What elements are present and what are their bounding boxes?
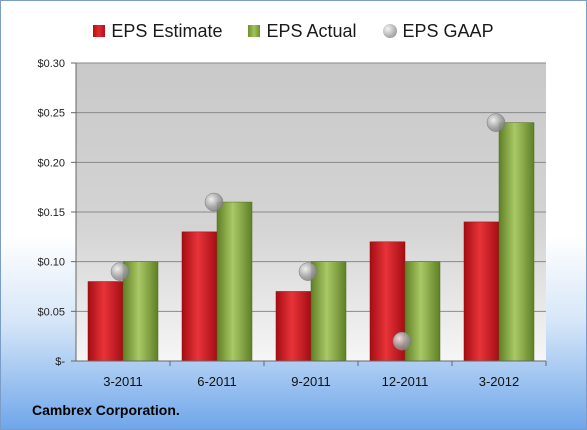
marker-eps-gaap [110,262,130,281]
y-tick-label: $0.30 [37,58,65,70]
y-axis: $- $0.05 $0.10 $0.15 $0.20 $0.25 $0.30 [37,58,546,368]
legend-swatch-eps-estimate [93,25,106,37]
x-tick-label: 12-2011 [382,374,429,389]
x-tick-label: 9-2011 [291,374,331,389]
legend-item-eps-estimate: EPS Estimate [93,21,222,42]
bar-eps-estimate [181,231,218,362]
marker-eps-gaap [486,113,506,132]
x-tick-label: 3-2012 [479,374,519,389]
legend: EPS Estimate EPS Actual EPS GAAP [1,19,586,43]
bars [87,122,535,362]
bar-eps-actual [498,122,535,362]
marker-eps-gaap [298,262,318,281]
company-name: Cambrex Corporation. [32,402,180,418]
bar-eps-actual [404,261,441,362]
x-axis: 3-2011 6-2011 9-2011 12-2011 3-2012 [103,361,547,389]
legend-swatch-eps-actual [248,25,261,37]
legend-item-eps-actual: EPS Actual [248,20,357,42]
y-tick-label: $- [55,356,65,368]
bar-eps-actual [310,261,347,362]
gaap-markers [110,113,506,351]
bar-eps-actual [122,261,159,362]
bar-eps-estimate [463,221,500,362]
bar-eps-estimate [275,291,312,362]
y-tick-label: $0.25 [37,108,65,120]
marker-eps-gaap [204,192,224,212]
marker-eps-gaap [392,331,412,351]
legend-label-eps-gaap: EPS GAAP [402,20,494,41]
legend-item-eps-gaap: EPS GAAP [382,20,494,42]
y-tick-label: $0.15 [37,207,65,219]
x-tick-label: 3-2011 [103,374,143,389]
y-tick-label: $0.05 [37,306,65,318]
legend-label-eps-estimate: EPS Estimate [111,20,223,41]
legend-label-eps-actual: EPS Actual [266,20,357,41]
y-tick-label: $0.20 [37,157,65,169]
bar-eps-actual [216,201,253,362]
x-tick-label: 6-2011 [197,374,237,389]
bar-eps-estimate [87,281,124,362]
legend-swatch-eps-gaap [382,24,397,38]
y-tick-label: $0.10 [37,257,65,269]
